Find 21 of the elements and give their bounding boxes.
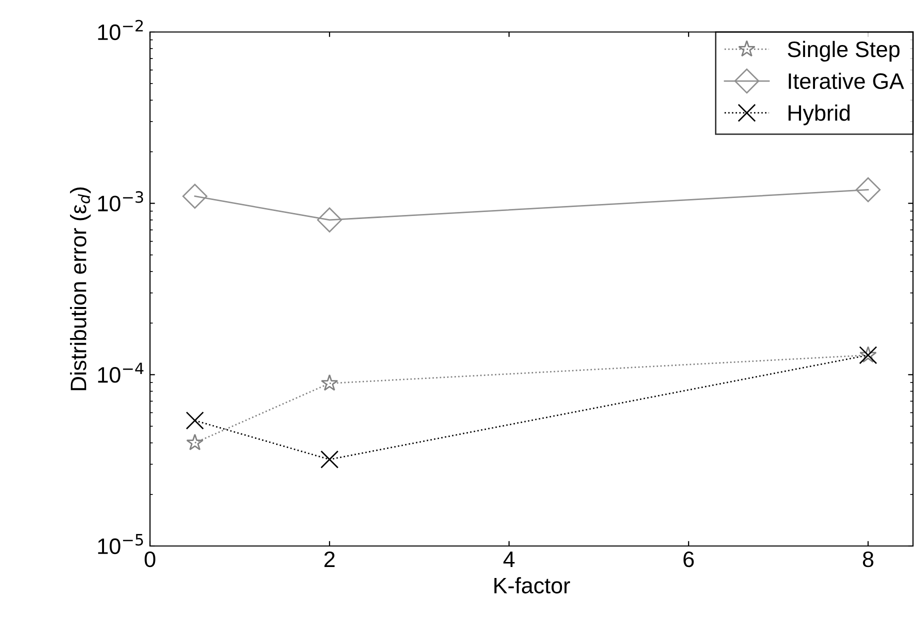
x-tick-label: 6 xyxy=(684,551,694,568)
legend-label: Single Step xyxy=(788,40,900,62)
point xyxy=(182,184,208,209)
legend-label: Hybrid xyxy=(788,104,850,126)
y-tick-label: 10$^{−2}$ xyxy=(98,20,143,40)
point xyxy=(186,411,204,430)
point xyxy=(320,450,339,468)
x-axis-title: K-factor xyxy=(494,577,570,594)
point xyxy=(856,177,881,202)
y-tick-label: 10$^{−4}$ xyxy=(98,362,144,383)
y-tick-label: 10$^{−5}$ xyxy=(98,534,143,554)
x-tick-label: 4 xyxy=(503,552,515,567)
x-tick-label: 0 xyxy=(144,551,156,568)
x-tick-label: 8 xyxy=(862,551,874,568)
y-tick-label: 10$^{−3}$ xyxy=(98,191,144,212)
y-axis-title: Distribution error (ε$_{d}$) xyxy=(70,188,91,390)
point xyxy=(317,207,342,232)
legend-label: Iterative GA xyxy=(788,72,904,90)
point xyxy=(186,434,204,450)
point xyxy=(320,374,338,391)
x-tick-label: 2 xyxy=(324,551,335,567)
